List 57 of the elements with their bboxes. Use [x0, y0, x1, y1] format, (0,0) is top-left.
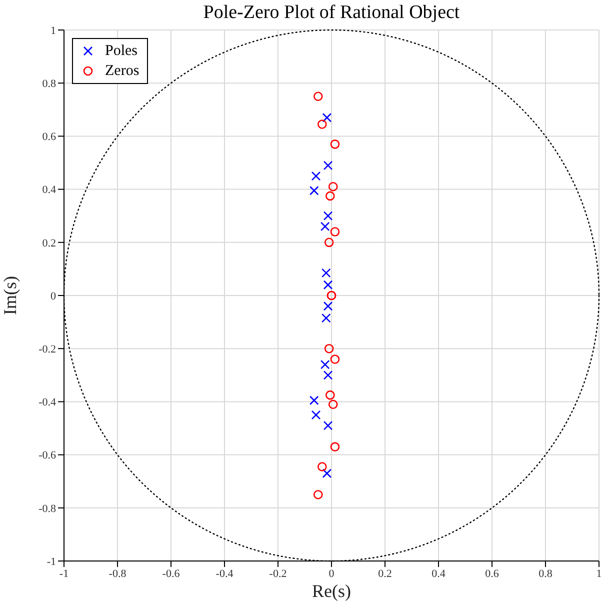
point	[330, 227, 340, 236]
point	[323, 420, 333, 430]
y-tick-label: -0.6	[38, 450, 56, 462]
x-tick-label: 0.4	[432, 568, 446, 580]
y-axis-title: Im(s)	[0, 276, 20, 315]
y-tick-label: 1	[50, 24, 56, 37]
point	[311, 410, 321, 420]
point	[309, 396, 319, 406]
y-tick-label: -0.8	[38, 502, 56, 515]
point	[323, 301, 333, 311]
point	[317, 462, 327, 472]
point	[323, 160, 333, 170]
x-tick-label: 0	[328, 568, 335, 580]
point	[328, 182, 338, 192]
point	[330, 442, 340, 452]
point	[328, 400, 338, 410]
point	[322, 313, 331, 323]
legend-label: Zeros	[105, 62, 140, 81]
point	[313, 92, 323, 102]
point	[311, 171, 321, 181]
point	[324, 344, 334, 354]
point	[323, 370, 333, 380]
chart-title: Pole-Zero Plot of Rational Object	[202, 2, 461, 24]
y-tick-label: -0.2	[38, 344, 56, 356]
point	[320, 360, 330, 370]
x-tick-label: -0.4	[216, 568, 234, 580]
y-tick-label: 0.6	[42, 131, 56, 144]
x-tick-label: -0.8	[108, 568, 127, 580]
point	[324, 238, 334, 248]
y-tick-label: -0.4	[38, 396, 56, 409]
point	[313, 490, 323, 500]
y-tick-label: 0.4	[42, 184, 56, 196]
point	[326, 191, 335, 201]
y-tick-label: 0.2	[42, 237, 56, 250]
y-tick-label: 0.8	[42, 78, 56, 90]
point	[309, 186, 319, 196]
legend-label: Poles	[105, 42, 138, 61]
y-tick-label: -1	[46, 556, 56, 568]
point	[322, 268, 331, 278]
point	[322, 112, 332, 122]
x-tick-label: -0.2	[269, 568, 287, 580]
point	[330, 354, 340, 364]
point	[330, 140, 340, 149]
x-tick-label: 1	[596, 568, 602, 580]
x-tick-label: 0.2	[378, 568, 392, 580]
x-tick-label: 0.6	[485, 568, 500, 580]
y-tick-label: 0	[50, 290, 56, 302]
x-tick-label: 0.8	[538, 568, 553, 580]
point	[326, 390, 335, 400]
point	[323, 280, 333, 290]
point	[323, 211, 333, 220]
point	[322, 468, 332, 478]
x-tick-label: -1	[59, 568, 69, 580]
x-axis-title: Re(s)	[312, 581, 351, 601]
x-tick-label: -0.6	[162, 568, 180, 580]
point	[317, 120, 327, 129]
point	[320, 222, 330, 232]
